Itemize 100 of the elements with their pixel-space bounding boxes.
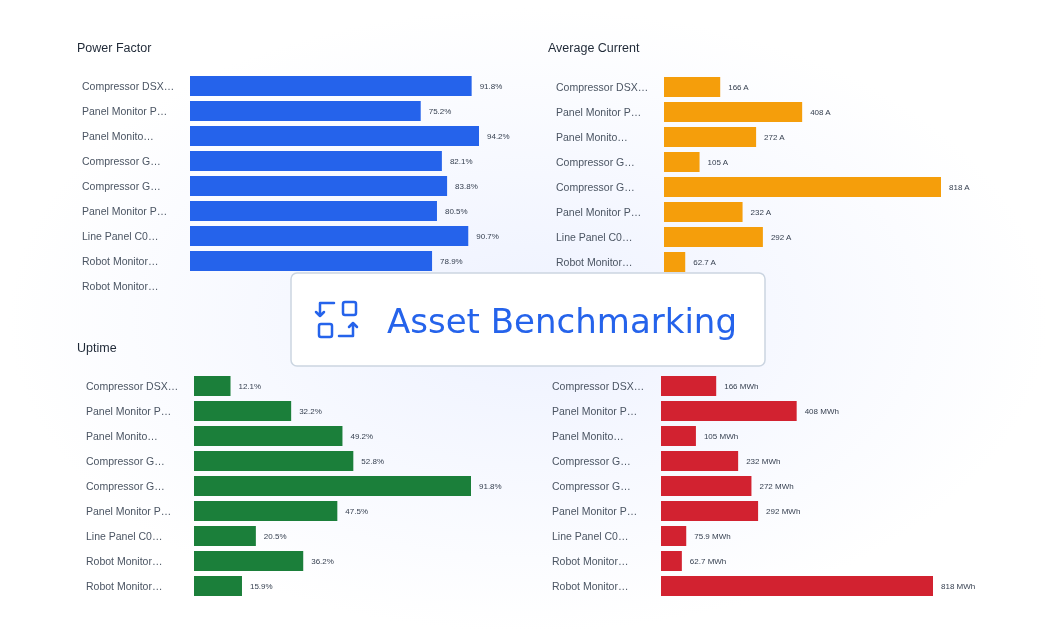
data-label: 232 A	[750, 207, 772, 217]
data-label: 166 MWh	[724, 381, 759, 391]
bar	[190, 226, 469, 246]
bar	[194, 426, 343, 446]
y-tick-label: Robot Monitor…	[82, 279, 159, 292]
bar	[190, 151, 442, 171]
y-tick-label: Line Panel C0…	[552, 529, 629, 542]
y-tick-label: Panel Monitor P…	[82, 104, 168, 117]
bar	[190, 176, 448, 196]
y-tick-label: Robot Monitor…	[552, 579, 629, 592]
data-label: 232 MWh	[746, 456, 781, 466]
bar	[190, 201, 437, 221]
data-label: 78.9%	[440, 256, 463, 266]
y-tick-label: Panel Monito…	[82, 129, 154, 142]
bar	[190, 251, 433, 271]
bar	[661, 501, 759, 521]
y-tick-label: Panel Monitor P…	[86, 504, 172, 517]
y-tick-label: Compressor G…	[552, 454, 631, 467]
chart-title: Uptime	[77, 341, 117, 355]
data-label: 15.9%	[249, 581, 273, 591]
bar	[194, 376, 231, 396]
bar	[664, 177, 941, 197]
bar	[194, 501, 338, 521]
y-tick-label: Compressor G…	[82, 179, 161, 192]
data-label: 83.8%	[455, 181, 478, 191]
data-label: 20.5%	[263, 531, 287, 541]
bar	[190, 101, 421, 121]
y-tick-label: Panel Monitor P…	[556, 205, 642, 218]
data-label: 80.5%	[444, 206, 468, 216]
data-label: 292 MWh	[766, 506, 801, 516]
chart-title: Average Current	[548, 41, 641, 55]
data-label: 818 A	[949, 182, 971, 192]
bar	[194, 576, 242, 596]
y-tick-label: Robot Monitor…	[556, 255, 633, 268]
data-label: 818 MWh	[941, 581, 976, 591]
data-label: 272 MWh	[759, 481, 794, 491]
data-label: 47.5%	[345, 506, 369, 516]
bar	[194, 451, 354, 471]
data-label: 36.2%	[311, 556, 334, 566]
y-tick-label: Compressor DSX…	[552, 379, 645, 392]
data-label: 94.2%	[487, 131, 510, 141]
data-label: 82.1%	[449, 156, 473, 166]
data-label: 62.7 MWh	[689, 556, 727, 566]
y-tick-label: Panel Monito…	[86, 429, 158, 442]
y-tick-label: Panel Monitor P…	[552, 504, 638, 517]
data-label: 105 MWh	[703, 431, 739, 441]
y-tick-label: Robot Monitor…	[86, 579, 163, 592]
bar	[664, 127, 757, 147]
y-tick-label: Panel Monitor P…	[86, 404, 172, 417]
y-tick-label: Robot Monitor…	[82, 254, 159, 267]
y-tick-label: Compressor G…	[86, 454, 165, 467]
data-label: 75.2%	[428, 106, 452, 116]
bar	[661, 551, 682, 571]
data-label: 408 A	[810, 107, 832, 117]
data-label: 272 A	[764, 132, 786, 142]
data-label: 408 MWh	[804, 406, 839, 416]
y-tick-label: Line Panel C0…	[556, 230, 633, 243]
data-label: 292 A	[770, 232, 793, 242]
y-tick-label: Compressor G…	[86, 479, 165, 492]
data-label: 90.7%	[476, 231, 499, 241]
y-tick-label: Compressor G…	[556, 155, 635, 168]
data-label: 166 A	[728, 82, 750, 92]
y-tick-label: Robot Monitor…	[86, 554, 163, 567]
bar	[664, 227, 763, 247]
bar	[194, 551, 304, 571]
bar	[661, 476, 752, 496]
y-tick-label: Line Panel C0…	[86, 529, 163, 542]
y-tick-label: Panel Monito…	[552, 429, 624, 442]
y-tick-label: Panel Monitor P…	[556, 105, 642, 118]
data-label: 12.1%	[238, 381, 262, 391]
data-label: 105 A	[707, 157, 729, 167]
bar	[661, 576, 933, 596]
y-tick-label: Panel Monitor P…	[552, 404, 638, 417]
text: Asset Benchmarking	[387, 301, 737, 341]
y-tick-label: Compressor DSX…	[556, 80, 649, 93]
bar	[664, 152, 700, 172]
bar	[194, 401, 292, 421]
data-label: 62.7 A	[693, 257, 717, 267]
y-tick-label: Compressor DSX…	[82, 79, 175, 92]
bar	[664, 77, 721, 97]
y-tick-label: Compressor G…	[556, 180, 635, 193]
y-tick-label: Compressor G…	[552, 479, 631, 492]
chart-title: Power Factor	[77, 41, 152, 55]
data-label: 91.8%	[479, 481, 502, 491]
y-tick-label: Compressor G…	[82, 154, 161, 167]
bar	[190, 126, 479, 146]
y-tick-label: Compressor DSX…	[86, 379, 179, 392]
data-label: 75.9 MWh	[694, 531, 731, 541]
bar	[194, 476, 471, 496]
data-label: 52.8%	[361, 456, 385, 466]
bar	[661, 526, 687, 546]
bar	[661, 426, 696, 446]
bar	[190, 76, 472, 96]
bar	[661, 451, 739, 471]
bar	[661, 376, 717, 396]
data-label: 32.2%	[299, 406, 322, 416]
y-tick-label: Robot Monitor…	[552, 554, 629, 567]
y-tick-label: Panel Monitor P…	[82, 204, 168, 217]
y-tick-label: Panel Monito…	[556, 130, 628, 143]
bar	[661, 401, 797, 421]
